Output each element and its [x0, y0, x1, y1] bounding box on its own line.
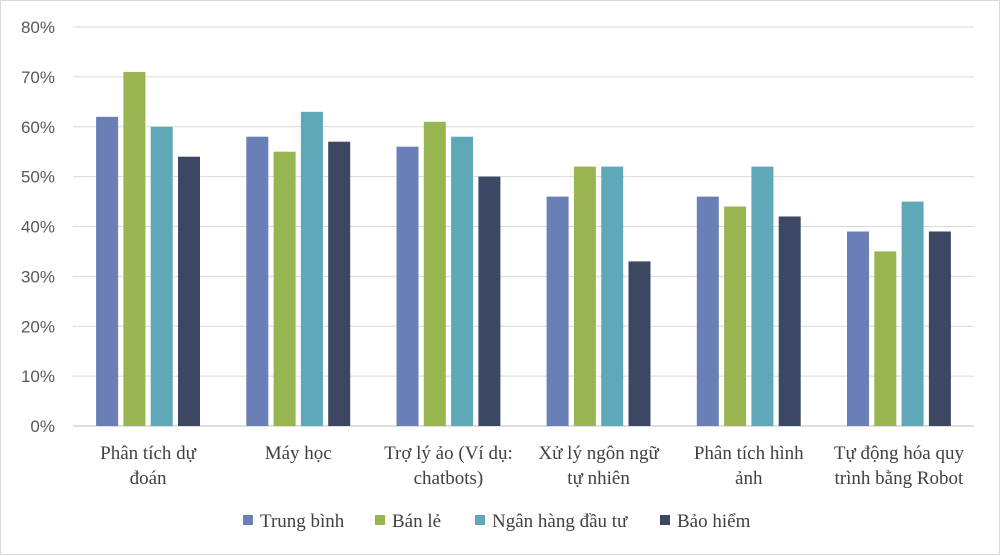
- bar: [751, 166, 774, 426]
- bar: [478, 176, 501, 426]
- legend-label: Bán lẻ: [392, 511, 441, 532]
- legend-item: Bán lẻ: [375, 511, 441, 532]
- y-tick-label: 80%: [21, 18, 55, 37]
- bar: [901, 201, 924, 426]
- bar: [628, 261, 651, 426]
- y-tick-label: 30%: [21, 267, 55, 286]
- bar: [696, 196, 719, 426]
- bar: [451, 136, 474, 426]
- bar: [273, 151, 296, 426]
- x-tick-label: Phân tích hình ảnh: [694, 443, 804, 489]
- x-tick-label: Trợ lý ảo (Ví dụ: chatbots): [384, 443, 513, 489]
- bar: [778, 216, 801, 426]
- bar: [150, 126, 173, 427]
- y-tick-label: 70%: [21, 68, 55, 87]
- legend-label: Trung bình: [260, 511, 345, 532]
- bar: [396, 146, 419, 426]
- bar: [246, 136, 269, 426]
- x-tick-label: Phân tích dự đoán: [100, 443, 196, 489]
- y-tick-label: 0%: [30, 417, 55, 436]
- legend-item: Trung bình: [243, 511, 345, 532]
- legend: Trung bình Bán lẻ Ngân hàng đầu tư Bảo hiểm: [243, 511, 751, 532]
- y-tick-label: 20%: [21, 317, 55, 336]
- legend-item: Bảo hiểm: [660, 511, 751, 532]
- bar: [928, 231, 951, 426]
- bar: [573, 166, 596, 426]
- gridlines: [73, 26, 974, 427]
- bar: [423, 121, 446, 427]
- bar: [874, 251, 897, 426]
- x-axis-tick-labels: Phân tích dự đoán Máy học Trợ lý ảo (Ví dụ:…: [100, 443, 964, 489]
- x-tick-label: Máy học: [265, 443, 332, 464]
- y-tick-label: 60%: [21, 118, 55, 137]
- y-tick-label: 10%: [21, 367, 55, 386]
- y-tick-label: 50%: [21, 168, 55, 187]
- bars: [96, 71, 951, 427]
- x-tick-label: Xử lý ngôn ngữ tự nhiên: [538, 443, 659, 489]
- bar: [847, 231, 869, 426]
- bar: [123, 71, 146, 427]
- legend-swatch: [475, 515, 485, 525]
- legend-swatch: [243, 515, 253, 525]
- bar: [300, 111, 323, 427]
- bar: [546, 196, 569, 426]
- legend-swatch: [660, 515, 670, 525]
- legend-swatch: [375, 515, 385, 525]
- legend-item: Ngân hàng đầu tư: [475, 511, 628, 532]
- legend-label: Bảo hiểm: [677, 511, 751, 532]
- bar: [178, 156, 200, 426]
- legend-label: Ngân hàng đầu tư: [492, 511, 628, 532]
- bar: [601, 166, 624, 426]
- bar: [96, 116, 119, 427]
- y-axis-tick-labels: 0% 10% 20% 30% 40% 50% 60% 70% 80%: [21, 18, 55, 436]
- bar: [724, 206, 747, 426]
- x-tick-label: Tự động hóa quy trình bằng Robot: [834, 443, 965, 489]
- bar: [328, 141, 351, 426]
- y-tick-label: 40%: [21, 218, 55, 237]
